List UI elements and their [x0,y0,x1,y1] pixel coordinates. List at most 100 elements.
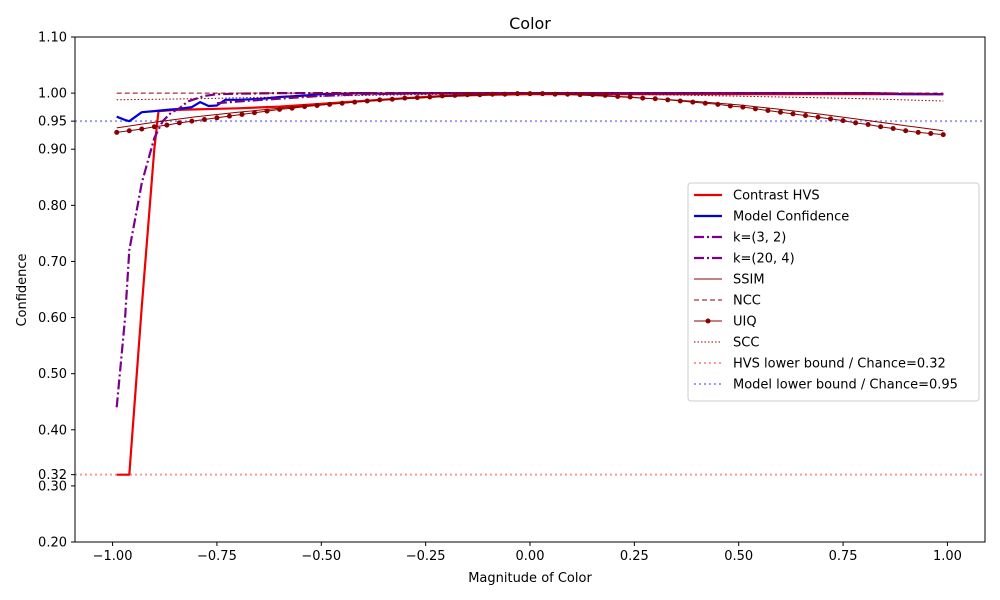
data-point [239,111,245,117]
data-point [702,100,708,106]
data-point [727,103,733,109]
data-point [214,115,220,121]
data-point [903,128,909,134]
data-point [715,101,721,107]
data-point [803,113,809,119]
y-tick-label-threshold: 0.32 [38,468,67,483]
x-tick-label: 1.00 [933,549,962,564]
data-point [414,95,420,101]
data-point [640,95,646,101]
data-point [577,92,583,98]
x-tick-label: 0.00 [516,549,545,564]
data-point [402,95,408,101]
data-point [665,97,671,103]
data-point [590,92,596,98]
legend-label: SSIM [733,273,765,288]
data-point [565,91,571,97]
data-point [853,120,859,126]
data-point [740,104,746,110]
data-point [540,91,546,97]
data-point [752,106,758,112]
data-point [427,94,433,100]
legend-label: Contrast HVS [733,189,820,204]
data-point [264,108,270,114]
x-tick-label: −1.00 [93,549,133,564]
data-point [777,109,783,115]
data-point [464,92,470,98]
data-point [915,129,921,135]
data-point [940,132,946,138]
data-point [452,92,458,98]
data-point [878,124,884,130]
data-point [602,92,608,98]
y-tick-label: 0.60 [38,311,67,326]
data-point [176,120,182,126]
legend-label: Model lower bound / Chance=0.95 [733,378,958,393]
data-point [615,93,621,99]
y-tick-label: 0.80 [38,199,67,214]
series-line [116,93,944,102]
plot-area [75,91,985,476]
data-point [389,96,395,102]
data-point [126,128,132,134]
data-point [139,126,145,132]
data-point [765,108,771,114]
x-tick-label: 0.25 [620,549,649,564]
legend-box [687,182,980,402]
data-point [652,96,658,102]
data-point [790,111,796,117]
data-point [865,122,871,128]
legend-label: k=(3, 2) [733,231,786,246]
data-point [677,98,683,104]
data-point [840,118,846,124]
y-tick-label: 0.30 [38,479,67,494]
y-tick-label: 0.90 [38,143,67,158]
y-tick-label: 0.20 [38,536,67,551]
x-axis-label: Magnitude of Color [468,571,592,586]
x-tick-label: −0.75 [197,549,237,564]
y-tick-label: 0.70 [38,255,67,270]
data-point [928,131,934,137]
data-point [477,92,483,98]
legend-label: k=(20, 4) [733,252,795,267]
x-tick-label: −0.25 [406,549,446,564]
legend-label: Model Confidence [733,210,849,225]
data-point [815,114,821,120]
y-tick-label: 0.50 [38,367,67,382]
data-point [289,105,295,111]
data-point [377,97,383,103]
y-axis-label: Confidence [15,253,30,326]
legend: Contrast HVS Model Confidence k=(3, 2) k=(2… [687,182,980,402]
data-point [339,100,345,106]
data-point [164,122,170,128]
data-point [114,129,120,135]
data-point [364,98,370,104]
data-point [201,116,207,122]
data-point [226,113,232,119]
legend-label: SCC [733,336,759,351]
y-tick-label: 0.40 [38,423,67,438]
y-tick-label: 1.10 [38,31,67,46]
x-tick-label: 0.50 [724,549,753,564]
x-axis: −1.00 −0.75 −0.50 −0.25 0.00 0.25 0.50 0.75 1.00 [93,542,962,564]
data-point [327,101,333,107]
data-point [828,116,834,122]
data-point [502,91,508,97]
data-point [352,99,358,105]
chart-title: Color [509,14,551,33]
data-point [302,104,308,110]
legend-marker [705,318,711,324]
y-tick-label-threshold: 0.95 [38,115,67,130]
legend-label: UIQ [733,315,757,330]
data-point [514,91,520,97]
data-point [277,106,283,112]
y-tick-label: 1.00 [38,87,67,102]
legend-label: NCC [733,294,761,309]
data-point [251,110,257,116]
data-point [189,118,195,124]
data-point [627,94,633,100]
data-point [151,124,157,130]
data-point [690,99,696,105]
y-axis: 0.20 0.30 0.40 0.50 0.60 0.70 0.80 0.90 1.00 1.10… [38,31,75,551]
